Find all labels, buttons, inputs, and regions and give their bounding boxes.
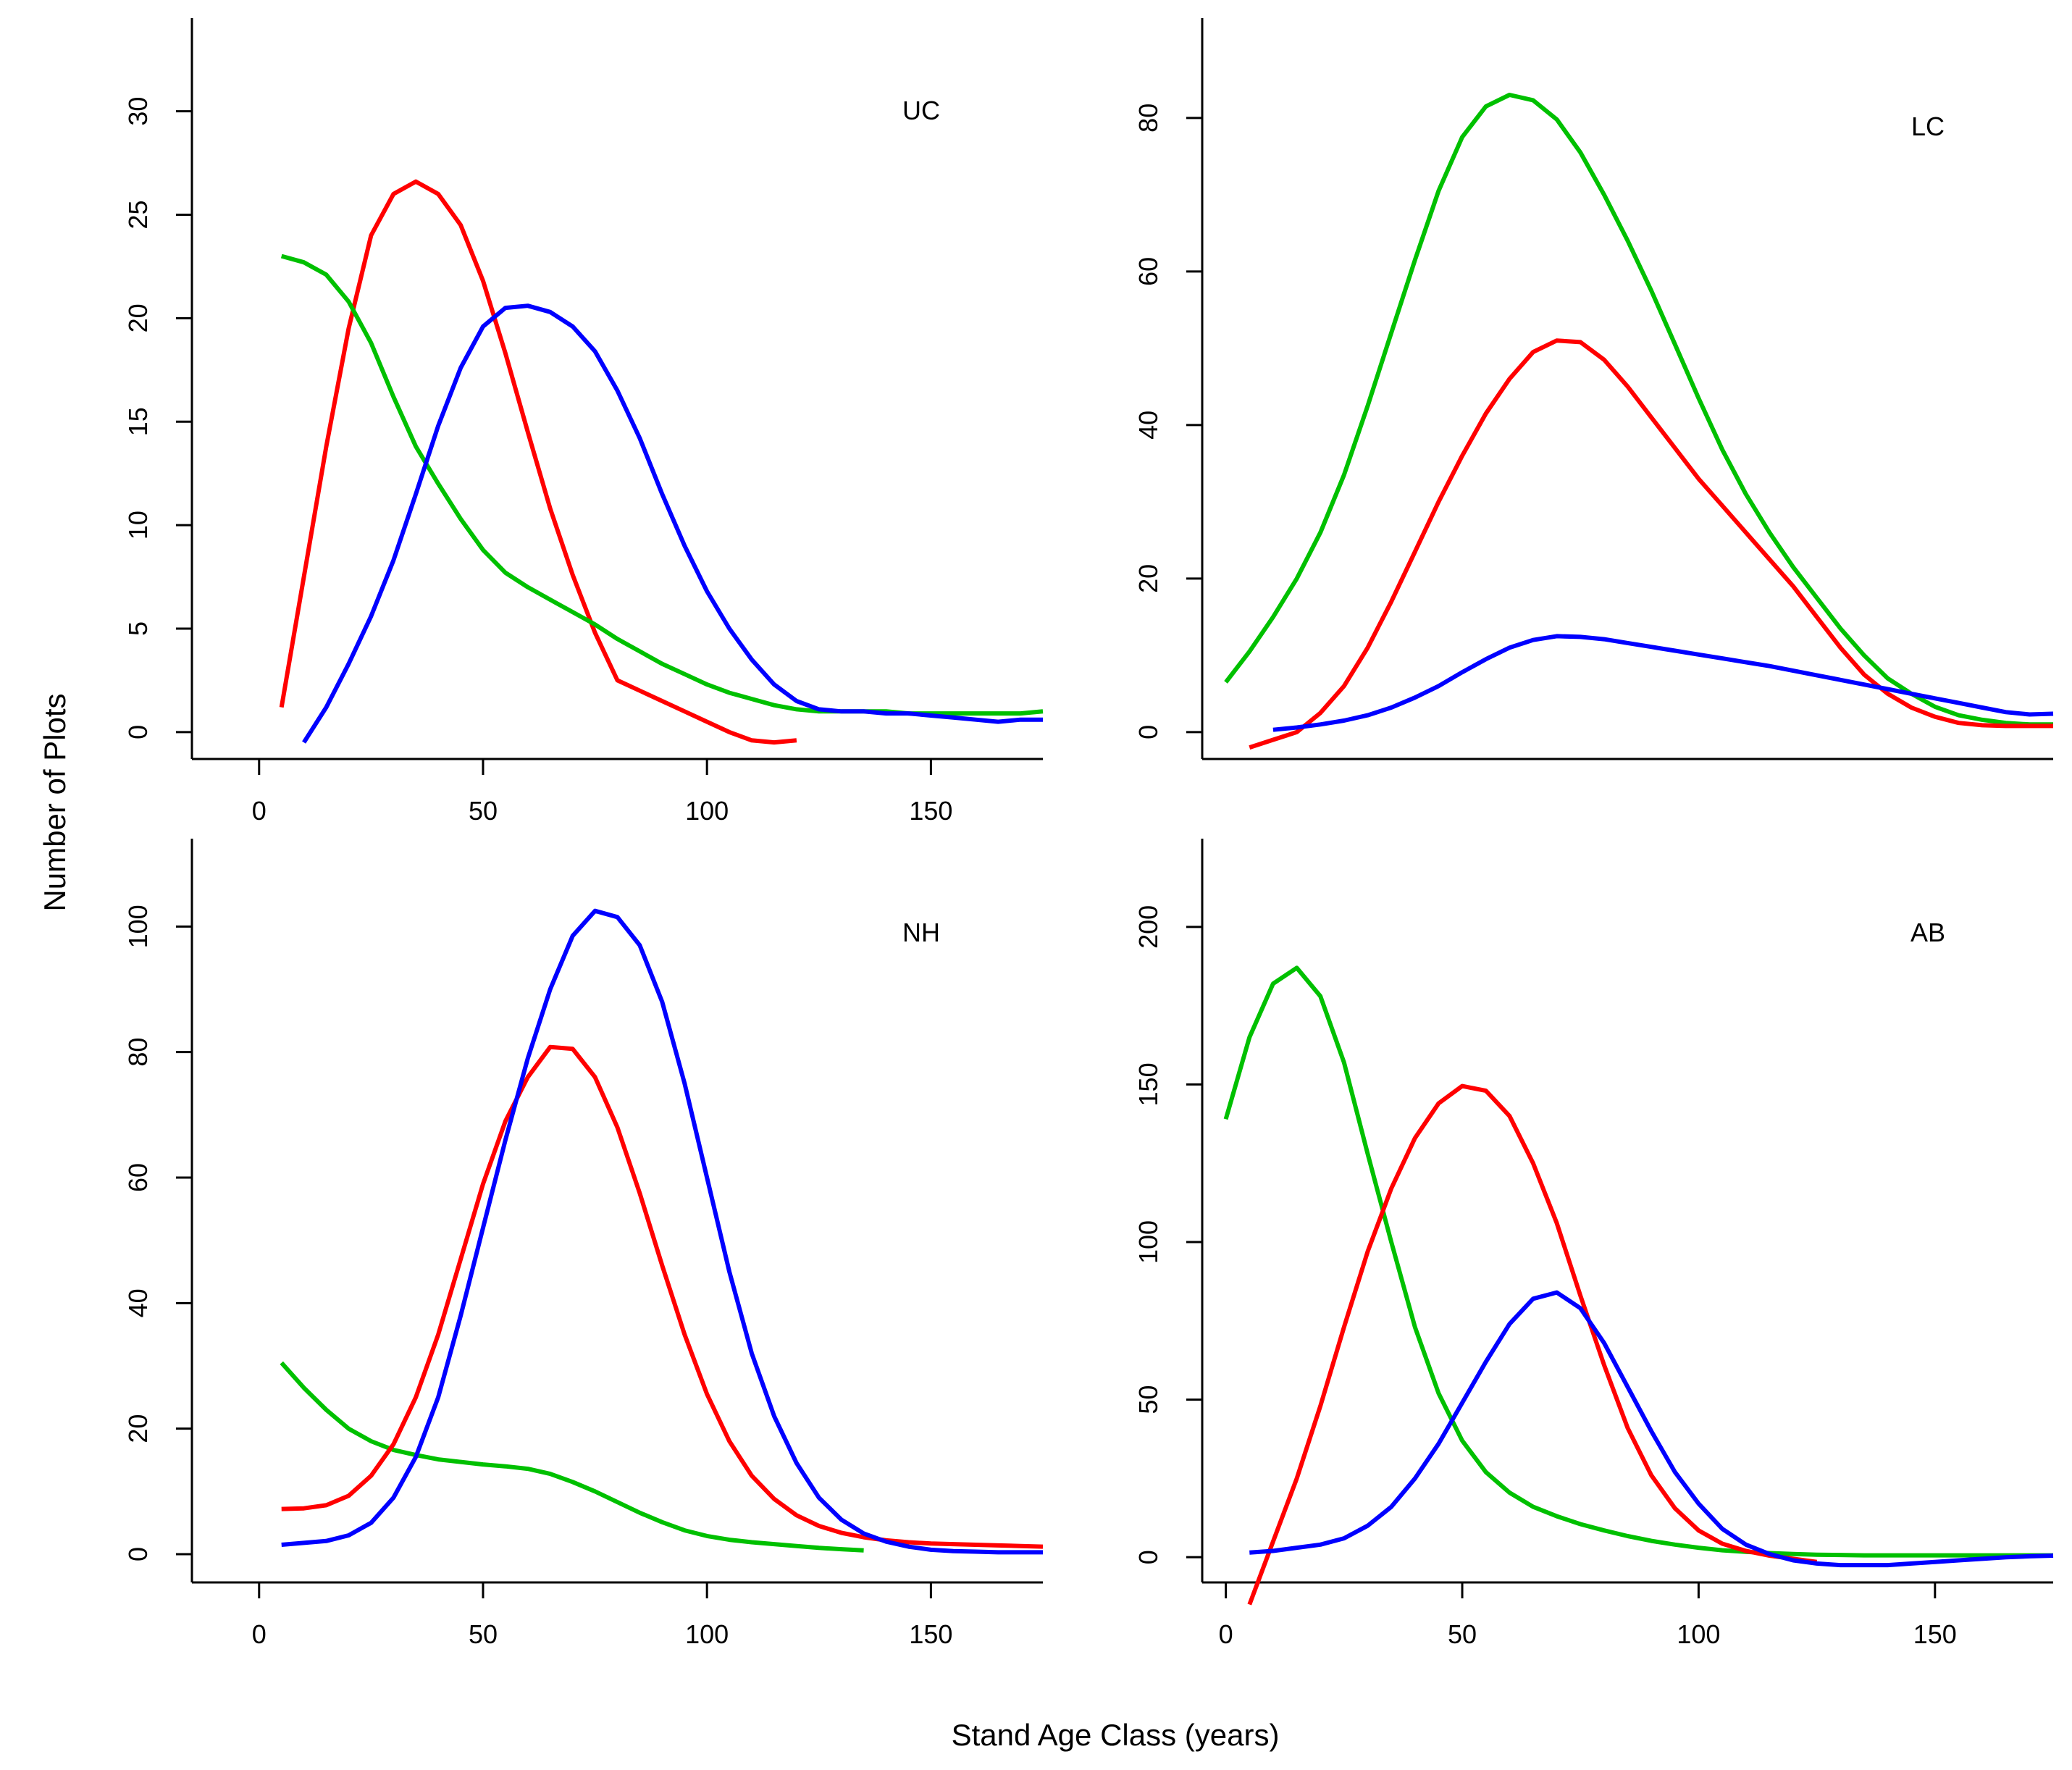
panel-lc-series <box>1224 93 2054 750</box>
panel-ab-ytick-label: 100 <box>1133 1220 1163 1264</box>
panel-nh-ytick-label: 80 <box>123 1038 153 1067</box>
panel-uc-ytick-label: 25 <box>123 200 153 229</box>
panel-ab-series-blue <box>1249 1290 2054 1568</box>
panel-uc-ytick-label: 0 <box>123 725 153 739</box>
panel-nh-ytick-label: 100 <box>123 905 153 948</box>
panel-nh-xtick-label: 0 <box>252 1619 267 1649</box>
panel-lc-label: LC <box>1911 112 1945 141</box>
panel-nh-ytick-label: 0 <box>123 1547 153 1561</box>
panel-nh-series-red <box>281 1044 1044 1549</box>
y-axis-title: Number of Plots <box>38 693 72 911</box>
panel-uc-ytick-label: 30 <box>123 97 153 126</box>
panel-lc-ytick-label: 80 <box>1133 104 1163 133</box>
panel-ab-xtick-label: 150 <box>1913 1619 1957 1649</box>
panel-lc-series-blue <box>1272 634 2054 732</box>
panel-ab-axes: 0 50 100 150 200 0 50 100 150 <box>1133 839 2053 1649</box>
panel-nh-label: NH <box>902 918 940 947</box>
panel-ab-ytick-label: 150 <box>1133 1062 1163 1106</box>
panel-uc: 0 5 10 15 20 25 30 0 50 100 150 UC <box>123 18 1044 826</box>
panel-nh-series-blue <box>281 908 1043 1555</box>
panel-ab: 0 50 100 150 200 0 50 100 150 AB <box>1133 839 2054 1649</box>
panel-uc-ytick-label: 10 <box>123 511 153 540</box>
panel-ab-series-green <box>1223 965 2053 1558</box>
panel-ab-series-red <box>1247 1083 1817 1606</box>
panel-uc-xtick-label: 50 <box>469 796 498 826</box>
panel-nh-ytick-label: 40 <box>123 1288 153 1317</box>
panel-uc-series-blue <box>302 303 1043 744</box>
panel-nh-series-green <box>280 1361 864 1553</box>
x-axis-title: Stand Age Class (years) <box>952 1718 1280 1752</box>
panel-uc-label: UC <box>902 96 940 125</box>
panel-ab-label: AB <box>1910 918 1945 947</box>
panel-uc-xtick-label: 0 <box>252 796 267 826</box>
panel-nh-xtick-label: 150 <box>909 1619 952 1649</box>
panel-ab-series <box>1223 965 2054 1606</box>
panel-lc: 0 20 40 60 80 LC <box>1133 18 2054 760</box>
panel-uc-xtick-label: 100 <box>685 796 729 826</box>
panel-uc-ytick-label: 15 <box>123 407 153 436</box>
panel-lc-ytick-label: 20 <box>1133 564 1163 593</box>
panel-uc-series-red <box>279 179 797 745</box>
panel-nh-axes: 0 20 40 60 80 100 0 50 100 150 <box>123 839 1043 1649</box>
panel-uc-ytick-label: 20 <box>123 303 153 332</box>
panel-nh-series <box>280 908 1044 1555</box>
panel-lc-ytick-label: 40 <box>1133 411 1163 440</box>
panel-lc-series-red <box>1249 338 2053 750</box>
panel-nh-ytick-label: 20 <box>123 1414 153 1443</box>
panel-nh-xtick-label: 100 <box>685 1619 729 1649</box>
panel-lc-ytick-label: 60 <box>1133 257 1163 286</box>
panel-nh: 0 20 40 60 80 100 0 50 100 150 NH <box>123 839 1044 1649</box>
panel-uc-ytick-label: 5 <box>123 621 153 636</box>
panel-nh-xtick-label: 50 <box>469 1619 498 1649</box>
panel-ab-xtick-label: 0 <box>1219 1619 1233 1649</box>
panel-uc-xtick-label: 150 <box>909 796 952 826</box>
panel-ab-xtick-label: 50 <box>1448 1619 1477 1649</box>
panel-lc-ytick-label: 0 <box>1133 725 1163 739</box>
panel-ab-ytick-label: 50 <box>1133 1385 1163 1414</box>
panel-ab-xtick-label: 100 <box>1677 1619 1720 1649</box>
panel-ab-ytick-label: 200 <box>1133 905 1163 949</box>
panel-nh-ytick-label: 60 <box>123 1163 153 1192</box>
panel-uc-series <box>279 179 1044 745</box>
panel-lc-axes: 0 20 40 60 80 <box>1133 18 2053 760</box>
panel-uc-axes: 0 5 10 15 20 25 30 0 50 100 150 <box>123 18 1043 826</box>
panel-ab-ytick-label: 0 <box>1133 1550 1163 1564</box>
